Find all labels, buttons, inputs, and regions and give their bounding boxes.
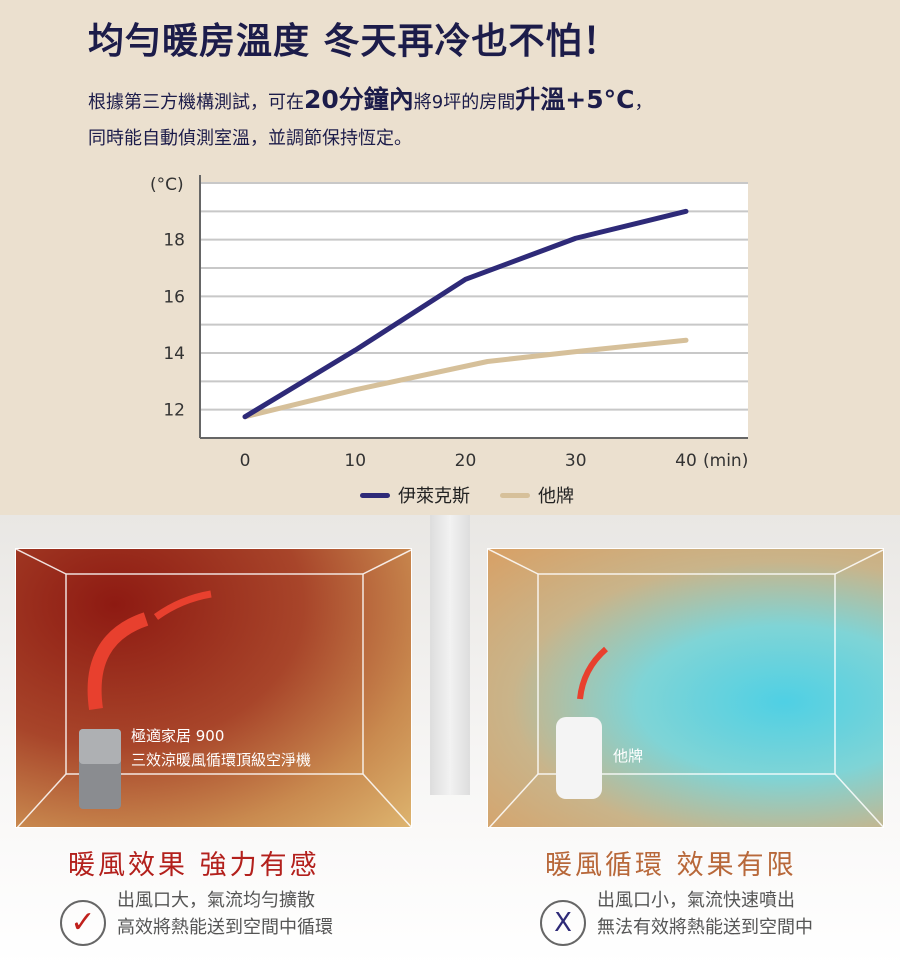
y-tick-label: 16	[163, 287, 185, 307]
x-tick-label: 20	[455, 451, 477, 471]
series-line-other	[242, 337, 689, 420]
desc-line: 無法有效將熱能送到空間中	[597, 917, 813, 938]
right-heading: 暖風循環 效果有限	[545, 850, 797, 881]
text: 根據第三方機構測試，可在	[88, 92, 304, 113]
y-tick-label: 14	[163, 344, 185, 364]
room-electrolux: 極適家居 900 三效涼暖風循環頂級空淨機	[15, 548, 412, 828]
desc-line: 出風口大，氣流均勻擴散	[117, 890, 315, 911]
y-tick-label: 18	[163, 231, 185, 251]
text: ，	[634, 92, 653, 113]
comparison-section: 極適家居 900 三效涼暖風循環頂級空淨機 他牌 暖風效果 強力有感 ✓ 出風口大…	[0, 515, 900, 967]
desc-line: 出風口小，氣流快速噴出	[597, 890, 795, 911]
legend-swatch-other	[500, 492, 530, 498]
plot-area	[200, 183, 748, 438]
legend-label-other: 他牌	[538, 486, 574, 507]
text: 將9坪的房間	[413, 92, 516, 113]
wall-pillar	[430, 515, 470, 795]
other-purifier-image	[556, 717, 602, 799]
x-tick-label: 10	[344, 451, 366, 471]
room-other-brand: 他牌	[487, 548, 884, 828]
x-tick-label: 30	[565, 451, 587, 471]
desc-line: 高效將熱能送到空間中循環	[117, 917, 333, 938]
page-title: 均勻暖房溫度 冬天再冷也不怕！	[88, 21, 620, 62]
product-name: 極適家居 900	[131, 727, 225, 745]
check-icon: ✓	[60, 900, 106, 946]
subtitle-line2: 同時能自動偵測室溫，並調節保持恆定。	[88, 128, 412, 149]
legend-label-electrolux: 伊萊克斯	[398, 486, 470, 507]
subtitle-line1: 根據第三方機構測試，可在20分鐘內將9坪的房間升溫+5°C，	[88, 80, 652, 116]
y-tick-label: 12	[163, 401, 185, 421]
y-axis-unit: (°C)	[150, 175, 184, 195]
product-label: 極適家居 900 三效涼暖風循環頂級空淨機	[131, 724, 311, 772]
legend-swatch-electrolux	[360, 492, 390, 498]
room-outline	[16, 549, 411, 827]
header-section: 均勻暖房溫度 冬天再冷也不怕！ 根據第三方機構測試，可在20分鐘內將9坪的房間升…	[0, 0, 900, 515]
product-label: 他牌	[613, 747, 644, 765]
product-desc: 三效涼暖風循環頂級空淨機	[131, 751, 312, 769]
x-tick-label: 40	[675, 451, 697, 471]
chart-legend: 伊萊克斯 他牌	[360, 482, 574, 508]
room-outline	[488, 549, 883, 827]
highlight-time: 20分鐘內	[304, 85, 414, 114]
airflow-arrow-icon	[577, 646, 609, 700]
series-line-electrolux	[242, 208, 689, 420]
airflow-arrow-icon	[87, 612, 149, 710]
left-description: 出風口大，氣流均勻擴散 高效將熱能送到空間中循環	[117, 887, 333, 941]
cross-icon: X	[540, 900, 586, 946]
x-tick-label: 0	[240, 451, 251, 471]
highlight-temp: 升溫+5°C	[515, 85, 635, 114]
temperature-line-chart: 12 14 16 18 (°C) 0 10 20 30 40 (min)	[150, 175, 748, 471]
left-heading: 暖風效果 強力有感	[68, 850, 320, 881]
x-axis-unit: (min)	[703, 451, 748, 471]
right-description: 出風口小，氣流快速噴出 無法有效將熱能送到空間中	[597, 887, 813, 941]
